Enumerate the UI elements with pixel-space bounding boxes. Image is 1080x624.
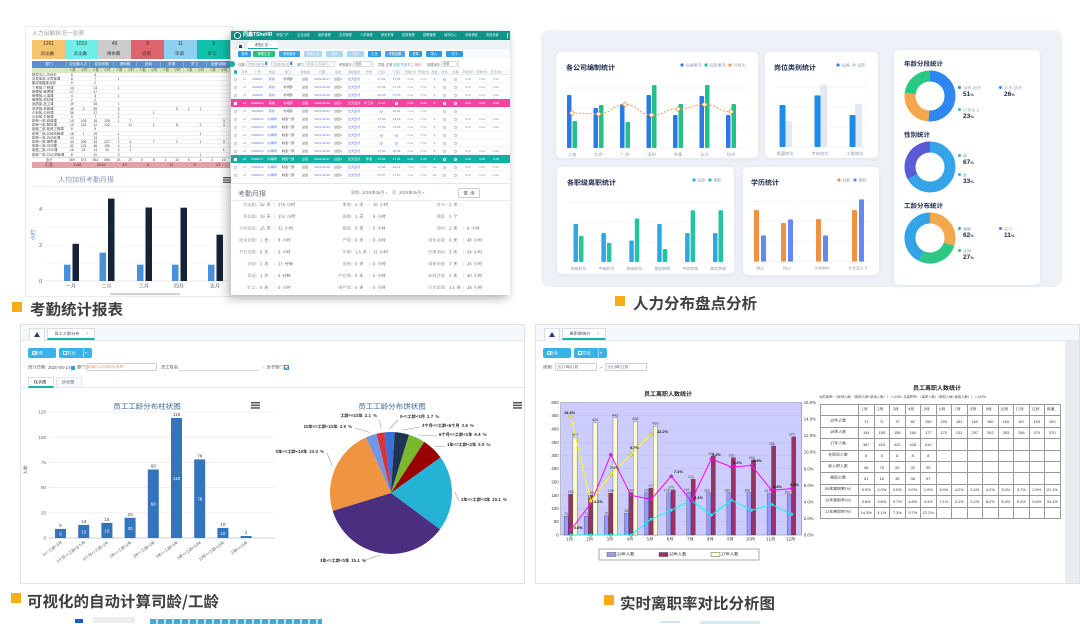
- svg-text:14.3%: 14.3%: [564, 410, 576, 415]
- svg-text:410: 410: [652, 422, 658, 426]
- svg-text:8.4%: 8.4%: [753, 458, 762, 463]
- svg-text:0.0%: 0.0%: [804, 533, 814, 538]
- svg-text:160: 160: [628, 488, 634, 492]
- svg-text:50: 50: [554, 519, 559, 524]
- svg-text:0: 0: [43, 536, 46, 541]
- svg-text:6.0%: 6.0%: [804, 483, 814, 488]
- svg-text:160: 160: [704, 488, 710, 492]
- svg-text:159: 159: [644, 489, 650, 493]
- svg-text:4.1%: 4.1%: [693, 495, 703, 500]
- svg-text:153: 153: [784, 490, 790, 494]
- svg-text:211: 211: [688, 475, 694, 479]
- svg-text:500: 500: [551, 400, 559, 405]
- svg-text:8.0%: 8.0%: [804, 466, 814, 471]
- svg-text:13: 13: [81, 519, 87, 524]
- svg-text:71: 71: [564, 512, 568, 516]
- svg-text:158: 158: [608, 489, 614, 493]
- svg-text:0: 0: [39, 279, 42, 285]
- svg-text:12.0%: 12.0%: [804, 433, 816, 438]
- svg-text:125: 125: [38, 410, 46, 415]
- svg-text:159: 159: [664, 489, 670, 493]
- svg-text:68: 68: [151, 502, 157, 507]
- svg-text:8.2%: 8.2%: [733, 460, 742, 465]
- svg-text:250: 250: [551, 466, 559, 471]
- svg-text:10: 10: [220, 531, 226, 536]
- svg-text:0: 0: [556, 533, 559, 538]
- svg-text:428: 428: [632, 417, 638, 421]
- svg-text:400: 400: [551, 427, 559, 432]
- svg-text:350: 350: [551, 440, 559, 445]
- svg-text:160: 160: [724, 488, 730, 492]
- svg-text:2: 2: [245, 530, 248, 535]
- svg-text:25: 25: [41, 510, 47, 515]
- svg-text:119: 119: [173, 476, 181, 481]
- svg-text:10.0%: 10.0%: [804, 450, 816, 455]
- svg-text:4: 4: [39, 207, 42, 213]
- svg-text:161: 161: [684, 488, 690, 492]
- svg-text:13: 13: [81, 529, 87, 534]
- svg-text:300: 300: [551, 453, 559, 458]
- svg-text:154: 154: [568, 490, 574, 494]
- svg-text:450: 450: [551, 413, 559, 418]
- svg-text:150: 150: [551, 493, 559, 498]
- svg-text:9.2%: 9.2%: [712, 452, 721, 457]
- svg-text:119: 119: [173, 412, 181, 417]
- svg-text:150: 150: [588, 491, 594, 495]
- svg-text:160: 160: [744, 488, 750, 492]
- svg-text:200: 200: [551, 480, 559, 485]
- svg-text:4.0%: 4.0%: [804, 499, 814, 504]
- svg-text:100: 100: [38, 435, 46, 440]
- svg-text:297: 297: [708, 452, 714, 456]
- svg-text:100: 100: [551, 506, 559, 511]
- svg-text:442: 442: [612, 413, 618, 417]
- svg-text:10: 10: [220, 522, 226, 527]
- svg-text:82: 82: [625, 509, 629, 513]
- svg-text:283: 283: [749, 456, 755, 460]
- svg-text:7.1%: 7.1%: [674, 469, 683, 474]
- svg-text:2: 2: [39, 243, 42, 249]
- svg-text:71: 71: [584, 512, 588, 516]
- svg-text:50: 50: [41, 485, 47, 490]
- svg-text:5.4%: 5.4%: [773, 484, 782, 489]
- svg-text:72: 72: [604, 512, 608, 516]
- svg-text:5.6%: 5.6%: [790, 482, 799, 487]
- svg-text:15: 15: [104, 528, 110, 533]
- svg-text:157: 157: [764, 489, 770, 493]
- svg-text:370: 370: [789, 433, 795, 437]
- svg-text:7.3%: 7.3%: [610, 465, 619, 470]
- svg-text:4.1%: 4.1%: [593, 499, 603, 504]
- svg-text:0.6%: 0.6%: [574, 525, 583, 530]
- svg-text:177: 177: [648, 484, 654, 488]
- svg-text:78: 78: [197, 453, 203, 458]
- svg-text:9.7%: 9.7%: [630, 445, 639, 450]
- svg-text:170: 170: [668, 486, 674, 490]
- svg-text:2.0%: 2.0%: [804, 516, 814, 521]
- svg-text:336: 336: [769, 442, 775, 446]
- svg-text:15: 15: [104, 517, 110, 522]
- svg-text:9: 9: [59, 523, 62, 528]
- svg-text:424: 424: [592, 418, 598, 422]
- svg-text:20: 20: [128, 512, 134, 517]
- svg-text:292: 292: [729, 453, 735, 457]
- svg-text:16.0%: 16.0%: [804, 400, 816, 405]
- svg-text:12.2%: 12.2%: [657, 429, 669, 434]
- svg-text:78: 78: [197, 497, 203, 502]
- svg-text:75: 75: [41, 460, 47, 465]
- svg-text:9: 9: [59, 532, 62, 537]
- svg-text:20: 20: [128, 526, 134, 531]
- svg-text:14.0%: 14.0%: [804, 417, 816, 422]
- svg-text:68: 68: [151, 464, 157, 469]
